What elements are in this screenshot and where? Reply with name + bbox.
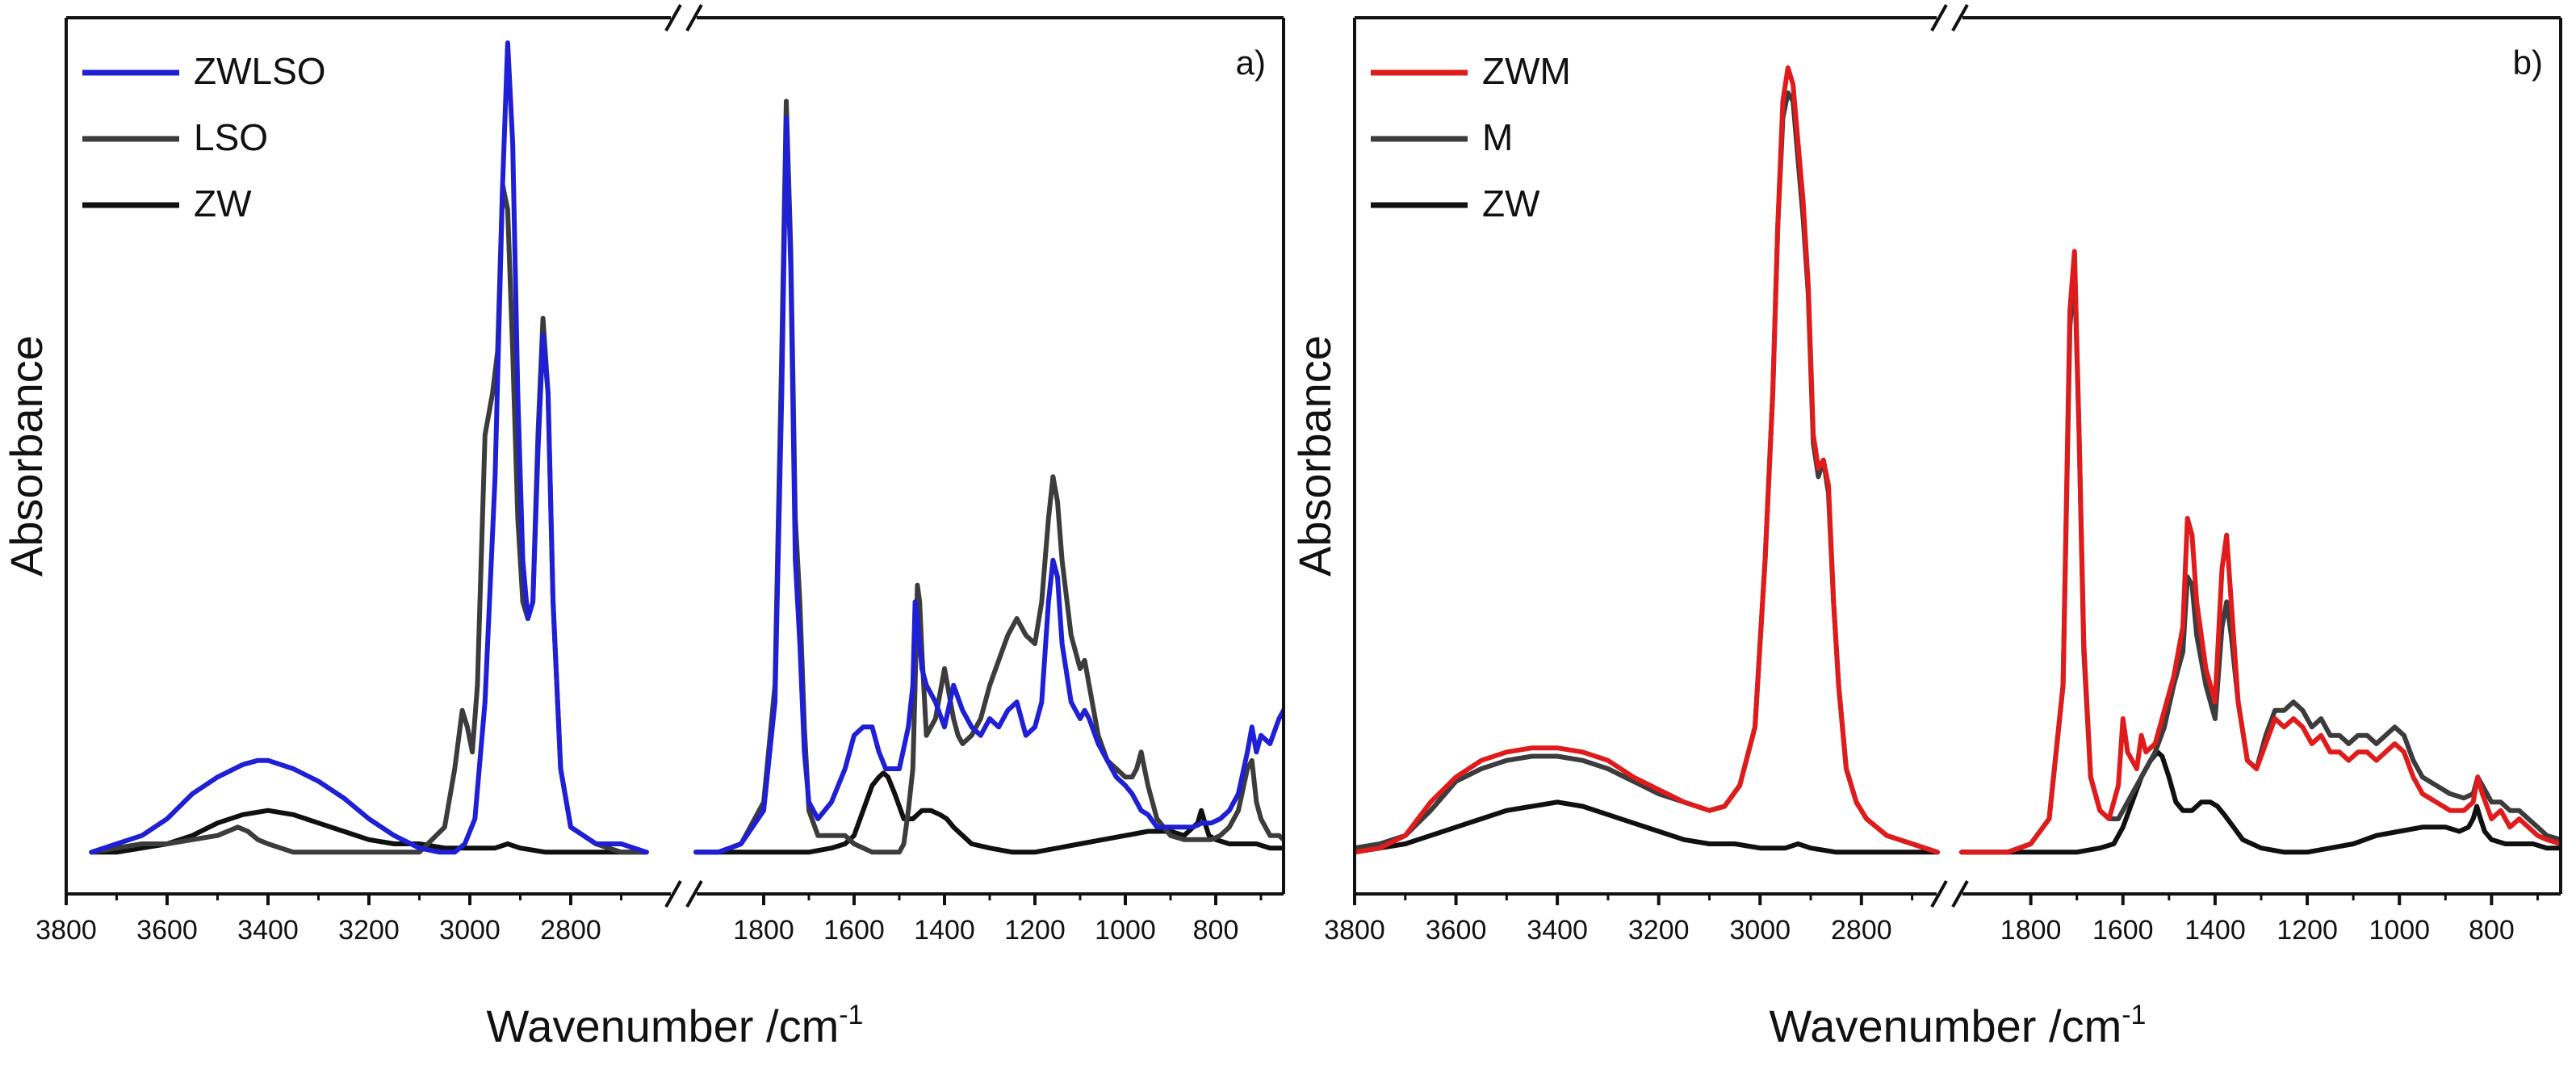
x-tick-label: 3400 (237, 915, 299, 946)
x-ticks-1: 3800 3600 3400 3200 3000 2800 1800 1600 1400 1200… (36, 894, 1263, 946)
axis-break-mark-bottom (664, 880, 703, 908)
x-tick-label: 1400 (2184, 915, 2246, 946)
series-line-zw-low (1959, 749, 2561, 855)
x-tick-label: 3800 (36, 915, 97, 946)
legend-label-zw: ZW (194, 182, 252, 224)
y-axis-title: Absorbance (1, 335, 52, 577)
series-line-m-low (1959, 266, 2561, 855)
x-tick-label: 1800 (733, 915, 794, 946)
x-tick-label: 1000 (1095, 915, 1156, 946)
legend-2: ZWM M ZW (1371, 50, 1571, 224)
x-tick-label: 3000 (439, 915, 501, 946)
x-tick-label: 3200 (1628, 915, 1690, 946)
x-tick-label: 3600 (136, 915, 198, 946)
chart-panel-2: 3800 3600 3400 3200 3000 2800 1800 1600 1400 1200… (1289, 4, 2562, 1051)
x-tick-label: 1200 (1004, 915, 1066, 946)
x-tick-label: 2800 (540, 915, 601, 946)
series-line-lso-low (693, 99, 1284, 855)
series-line-zw-high (89, 808, 649, 855)
x-axis-title: Wavenumber /cm-1 (487, 1000, 864, 1051)
series-line-zwm-low (1959, 249, 2561, 855)
x-tick-label: 1200 (2277, 915, 2338, 946)
axis-break-mark-bottom (1930, 880, 1969, 908)
series-lines-1 (89, 40, 1284, 855)
x-tick-label: 1000 (2369, 915, 2430, 946)
legend-label-zwm: ZWM (1482, 50, 1571, 92)
x-tick-label: 3600 (1426, 915, 1487, 946)
x-tick-label: 1400 (914, 915, 975, 946)
legend-label-lso: LSO (194, 116, 268, 158)
series-lines-2 (1355, 65, 2561, 855)
break-slash (1930, 880, 1948, 908)
y-axis-title: Absorbance (1289, 335, 1340, 577)
legend-label-zwlso: ZWLSO (194, 50, 326, 92)
break-slash (1951, 880, 1969, 908)
legend-label-zw: ZW (1482, 182, 1540, 224)
axis-break-mark-top (664, 4, 703, 31)
x-tick-label: 800 (2469, 915, 2515, 946)
break-slash (664, 4, 682, 31)
break-slash (685, 4, 703, 31)
break-slash (685, 880, 703, 908)
chart-panel-1: 3800 3600 3400 3200 3000 2800 1800 1600 1400 1200… (1, 4, 1285, 1051)
series-line-zwm-high (1355, 65, 1940, 855)
series-line-zwlso-low (693, 115, 1284, 855)
series-line-zwlso-high (89, 40, 649, 855)
x-axis-title-superscript: -1 (2122, 1000, 2146, 1030)
x-tick-label: 3400 (1527, 915, 1588, 946)
x-tick-label: 2800 (1831, 915, 1892, 946)
x-tick-label: 1800 (2000, 915, 2062, 946)
legend-label-m: M (1482, 116, 1513, 158)
x-tick-label: 3000 (1729, 915, 1791, 946)
x-axis-title-superscript: -1 (839, 1000, 863, 1030)
panel-label: b) (2513, 44, 2543, 82)
series-line-zw-high (1355, 799, 1940, 855)
break-slash (1930, 4, 1948, 31)
x-ticks-2: 3800 3600 3400 3200 3000 2800 1800 1600 1400 1200… (1324, 894, 2539, 946)
x-tick-label: 1600 (823, 915, 885, 946)
axis-break-mark-top (1930, 4, 1969, 31)
break-slash (1951, 4, 1969, 31)
series-line-lso-high (89, 182, 649, 855)
x-axis-title: Wavenumber /cm-1 (1770, 1000, 2147, 1051)
break-slash (664, 880, 682, 908)
x-tick-label: 1600 (2092, 915, 2154, 946)
x-tick-label: 3800 (1324, 915, 1385, 946)
x-tick-label: 3200 (338, 915, 400, 946)
x-tick-label: 800 (1193, 915, 1239, 946)
x-axis-title-text: Wavenumber /cm (487, 1001, 840, 1051)
x-axis-title-text: Wavenumber /cm (1770, 1001, 2122, 1051)
plot-frame-2 (1353, 16, 2562, 896)
panel-label: a) (1236, 44, 1266, 82)
legend-1: ZWLSO LSO ZW (82, 50, 326, 224)
